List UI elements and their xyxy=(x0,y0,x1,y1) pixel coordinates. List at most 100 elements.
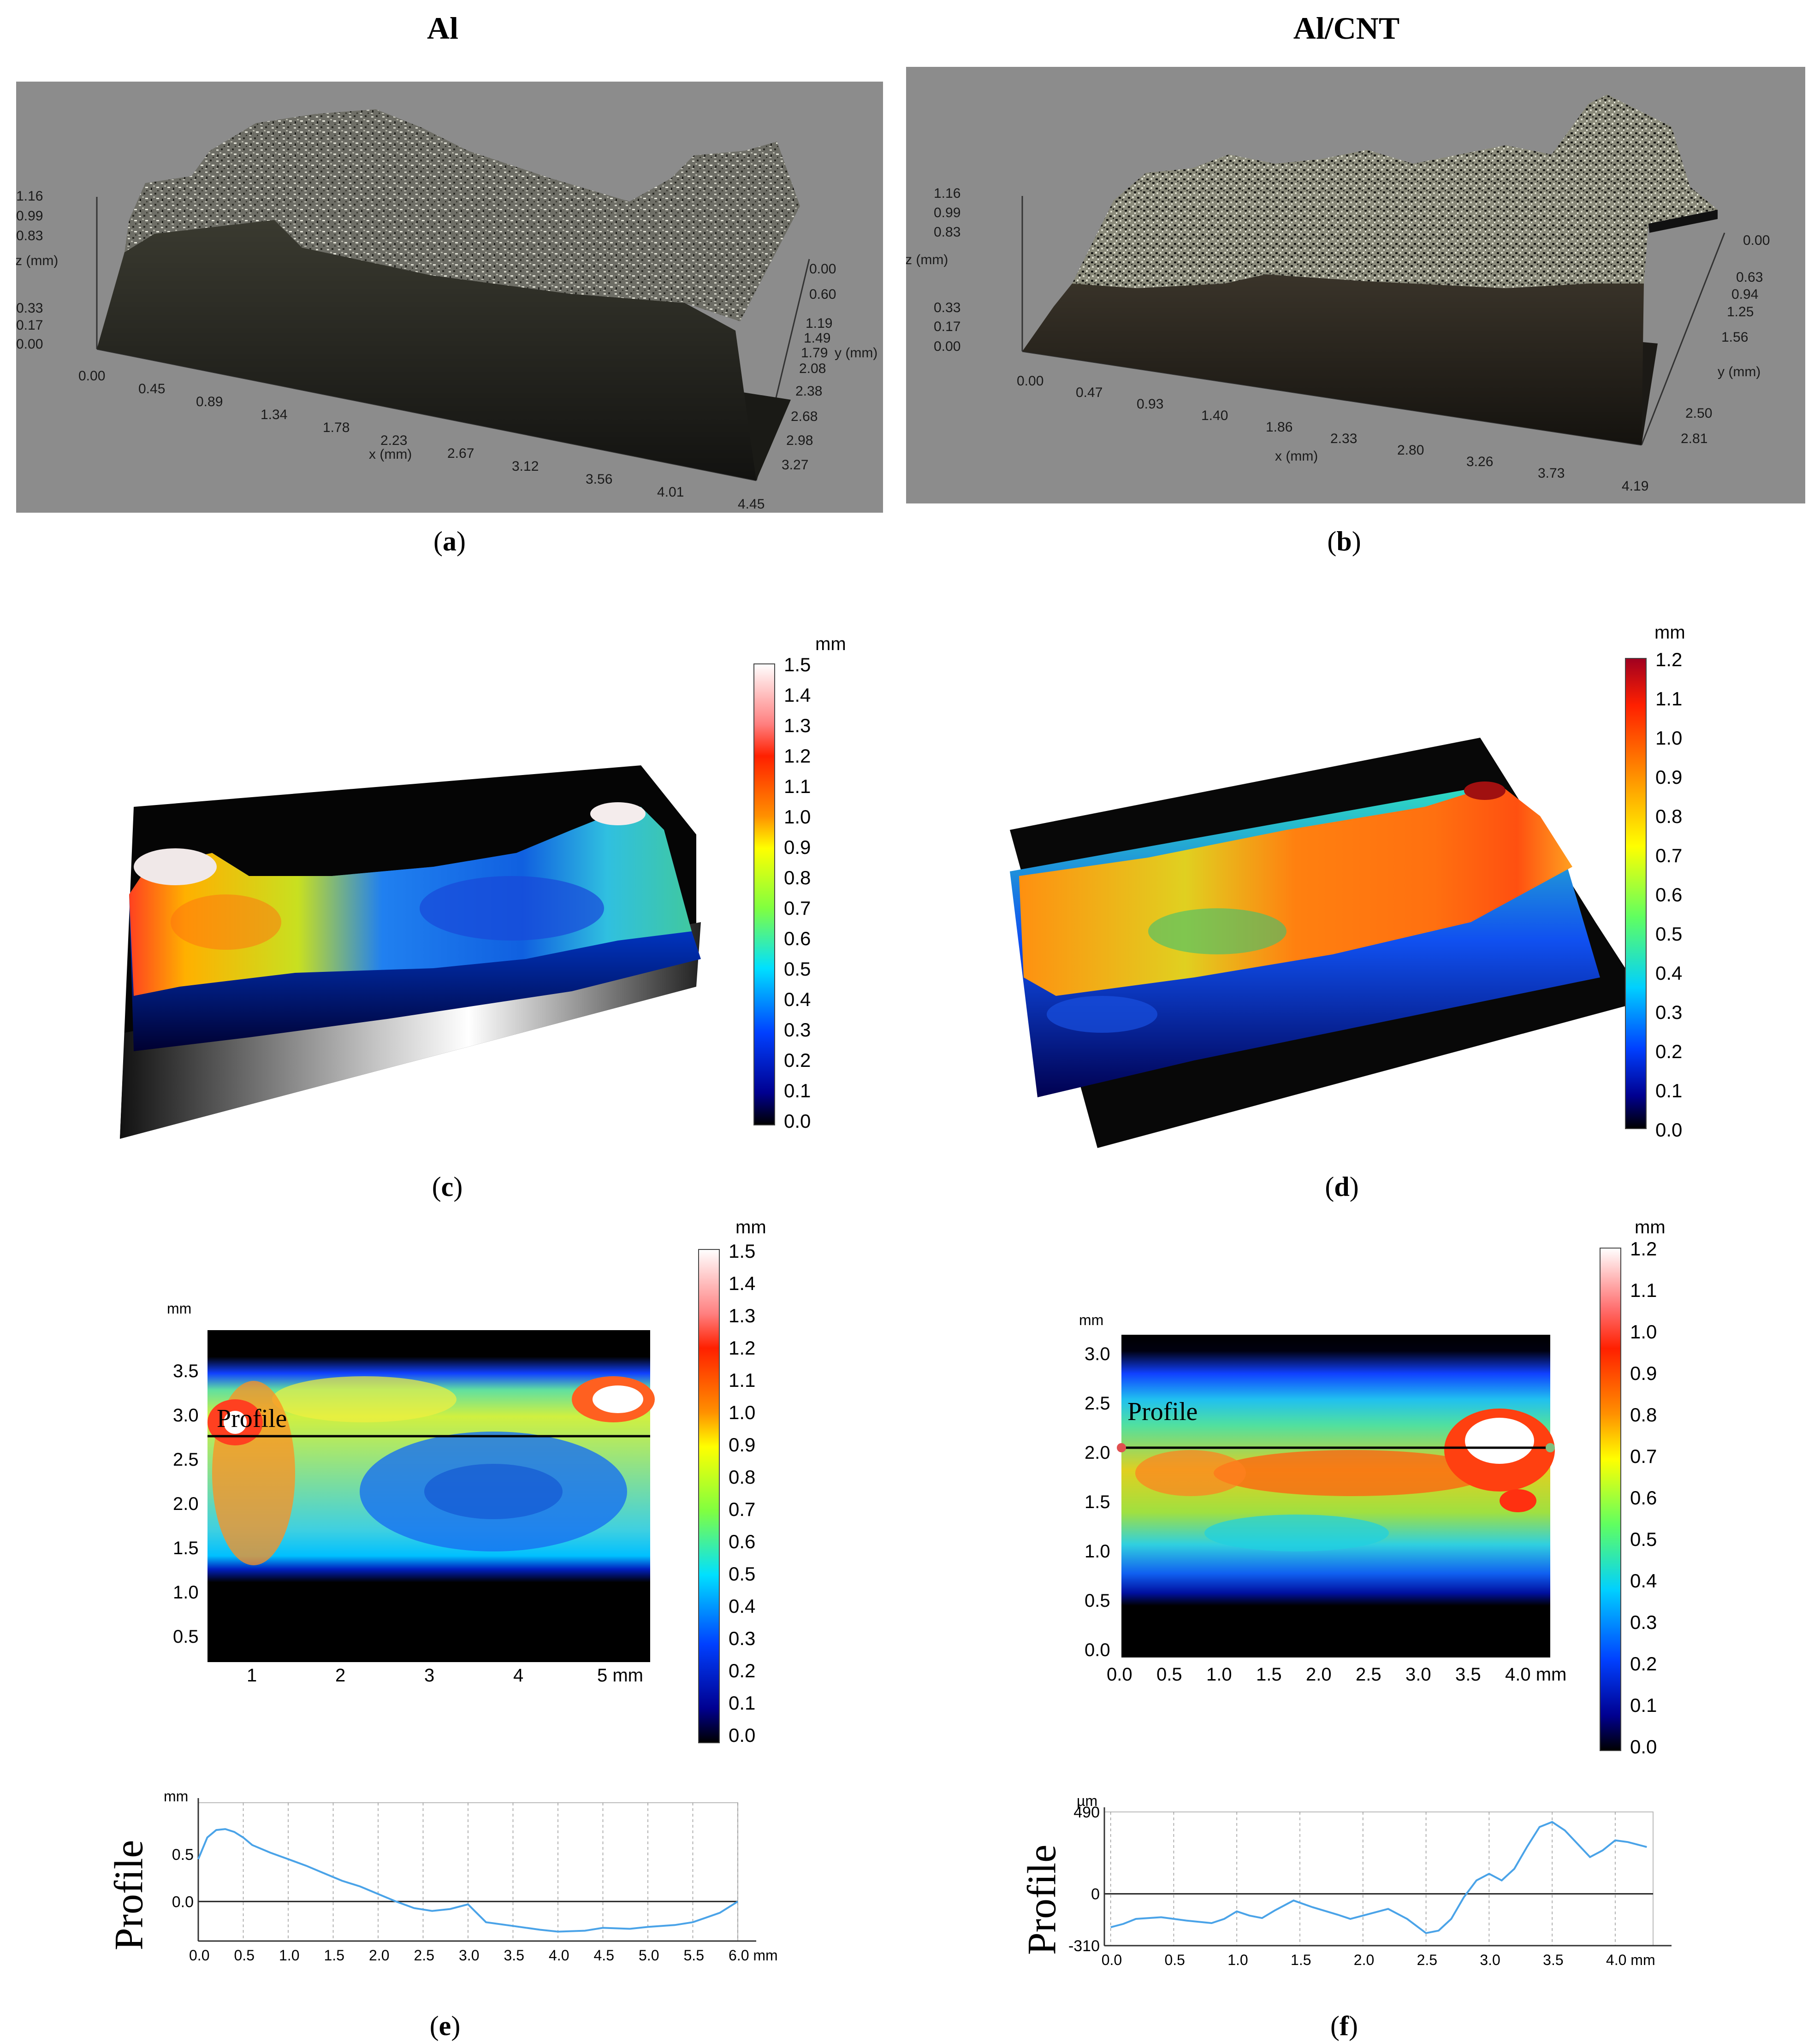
profile-y-unit-e: mm xyxy=(164,1788,189,1805)
x-tick-label-e: 3.0 xyxy=(459,1947,479,1964)
z-tick-a: 0.00 xyxy=(16,337,43,352)
colorbar-tick-e: 0.0 xyxy=(729,1724,756,1746)
map-x-tick-f: 2.0 xyxy=(1306,1664,1332,1685)
colorbar-tick-c: 0.1 xyxy=(784,1080,811,1101)
colorbar-tick-c: 0.5 xyxy=(784,958,811,980)
colorbar-tick-d: 0.8 xyxy=(1655,805,1683,827)
y-tick-a: 1.19 xyxy=(806,316,833,331)
map-y-tick-f: 1.0 xyxy=(1085,1541,1110,1562)
colorbar-tick-c: 0.2 xyxy=(784,1049,811,1071)
map-y-tick-e: 3.0 xyxy=(173,1405,199,1426)
x-tick-a: 3.12 xyxy=(512,459,539,474)
z-tick-b: 0.33 xyxy=(934,300,961,315)
colorbar-tick-c: 1.5 xyxy=(784,654,811,675)
colorbar-tick-f: 1.0 xyxy=(1630,1321,1657,1343)
z-tick-b: 1.16 xyxy=(934,186,961,201)
colorbar-tick-e: 1.0 xyxy=(729,1402,756,1423)
map-profile-label-f: Profile xyxy=(1127,1397,1198,1426)
colorbar-tick-d: 0.7 xyxy=(1655,845,1683,866)
colorbar-unit-c: mm xyxy=(815,634,846,654)
x-tick-b: 0.93 xyxy=(1137,397,1164,412)
x-tick-b: 0.00 xyxy=(1017,373,1044,389)
map-x-tick-f: 1.0 xyxy=(1206,1664,1232,1685)
x-tick-a: 0.45 xyxy=(138,381,166,397)
y-tick-b: 1.25 xyxy=(1727,304,1754,320)
colorbar-tick-c: 0.4 xyxy=(784,988,811,1010)
y-tick-label-f: 490 xyxy=(1073,1804,1100,1821)
z-tick-a: 1.16 xyxy=(16,189,43,204)
colorbar-tick-c: 0.8 xyxy=(784,867,811,888)
y-tick-a: 2.08 xyxy=(799,361,826,376)
x-tick-a: 0.00 xyxy=(78,368,106,384)
map-x-tick-e: 4 xyxy=(513,1665,524,1686)
map-x-tick-f: 0.0 xyxy=(1107,1664,1132,1685)
surface-3d-render-a xyxy=(96,109,810,481)
x-tick-b: 1.86 xyxy=(1266,420,1293,435)
y-tick-a: 2.98 xyxy=(786,433,813,448)
y-tick-a: 1.79 xyxy=(801,345,828,361)
colorbar-tick-f: 1.1 xyxy=(1630,1279,1657,1301)
map-y-tick-e: 2.5 xyxy=(173,1450,199,1470)
z-tick-a: 0.17 xyxy=(16,318,43,333)
colorbar-tick-f: 0.6 xyxy=(1630,1487,1657,1509)
column-title-al-cnt: Al/CNT xyxy=(1293,11,1400,46)
z-tick-b: 0.17 xyxy=(934,319,961,334)
z-tick-b: 0.00 xyxy=(934,339,961,354)
x-tick-label-f: 4.0 mm xyxy=(1606,1952,1655,1968)
colorbar-tick-e: 1.5 xyxy=(729,1240,756,1262)
colorbar-tick-e: 1.4 xyxy=(729,1273,756,1294)
x-tick-label-f: 3.5 xyxy=(1543,1952,1563,1968)
caption-b: (b) xyxy=(1327,526,1361,556)
map-x-tick-e: 1 xyxy=(247,1665,257,1686)
colorbar-tick-e: 0.2 xyxy=(729,1660,756,1681)
map-x-tick-f: 0.5 xyxy=(1156,1664,1182,1685)
colorbar-tick-d: 0.6 xyxy=(1655,884,1683,906)
z-tick-a: 0.33 xyxy=(16,301,43,316)
colorbar-tick-f: 0.5 xyxy=(1630,1528,1657,1550)
colorbar-c xyxy=(753,663,775,1125)
y-tick-a: 2.68 xyxy=(791,409,818,424)
y-tick-label-f: 0 xyxy=(1091,1886,1100,1903)
map-y-unit-e: mm xyxy=(167,1300,192,1317)
colorbar-tick-f: 0.7 xyxy=(1630,1445,1657,1467)
profile-series-line-e xyxy=(197,1828,739,1933)
colorbar-tick-e: 1.3 xyxy=(729,1305,756,1326)
x-tick-label-f: 1.5 xyxy=(1291,1952,1311,1968)
colorbar-tick-c: 1.0 xyxy=(784,806,811,828)
map-profile-label-e: Profile xyxy=(217,1404,287,1433)
colorbar-tick-c: 0.7 xyxy=(784,897,811,919)
x-tick-a: 1.78 xyxy=(323,420,350,435)
colorbar-e xyxy=(698,1249,720,1743)
plot-area-f xyxy=(1104,1811,1654,1946)
colorbar-tick-e: 0.1 xyxy=(729,1692,756,1714)
colorbar-tick-c: 0.6 xyxy=(784,928,811,949)
colorbar-tick-d: 1.2 xyxy=(1655,649,1683,670)
colorbar-tick-d: 0.0 xyxy=(1655,1119,1683,1141)
x-tick-label-e: 6.0 mm xyxy=(729,1947,778,1964)
height-map-f xyxy=(1117,1335,1555,1657)
map-x-tick-e: 5 mm xyxy=(597,1665,643,1686)
x-tick-b: 3.26 xyxy=(1466,454,1494,469)
map-y-unit-f: mm xyxy=(1079,1312,1104,1328)
x-tick-b: 3.73 xyxy=(1538,466,1565,481)
map-x-tick-e: 3 xyxy=(424,1665,435,1686)
y-tick-label-e: 0.5 xyxy=(172,1846,194,1864)
x-tick-label-e: 2.5 xyxy=(414,1947,434,1964)
map-y-tick-f: 1.5 xyxy=(1085,1492,1110,1512)
map-y-tick-e: 0.5 xyxy=(173,1627,199,1647)
colorbar-tick-c: 0.3 xyxy=(784,1019,811,1041)
colorbar-tick-d: 1.1 xyxy=(1655,688,1683,710)
y-tick-a: 3.27 xyxy=(782,457,809,473)
colorbar-tick-d: 0.1 xyxy=(1655,1080,1683,1101)
x-tick-a: 4.01 xyxy=(657,485,684,500)
map-y-tick-f: 2.5 xyxy=(1085,1393,1110,1414)
map-x-tick-f: 2.5 xyxy=(1356,1664,1381,1685)
colorbar-tick-d: 0.9 xyxy=(1655,766,1683,788)
profile-y-unit-f: µm xyxy=(1077,1793,1098,1809)
profile-axis-label-f: Profile xyxy=(1020,1844,1065,1955)
colorbar-tick-f: 0.4 xyxy=(1630,1570,1657,1592)
x-tick-label-e: 1.5 xyxy=(324,1947,344,1964)
y-tick-b: 0.00 xyxy=(1743,233,1770,248)
colorbar-unit-e: mm xyxy=(735,1217,766,1237)
